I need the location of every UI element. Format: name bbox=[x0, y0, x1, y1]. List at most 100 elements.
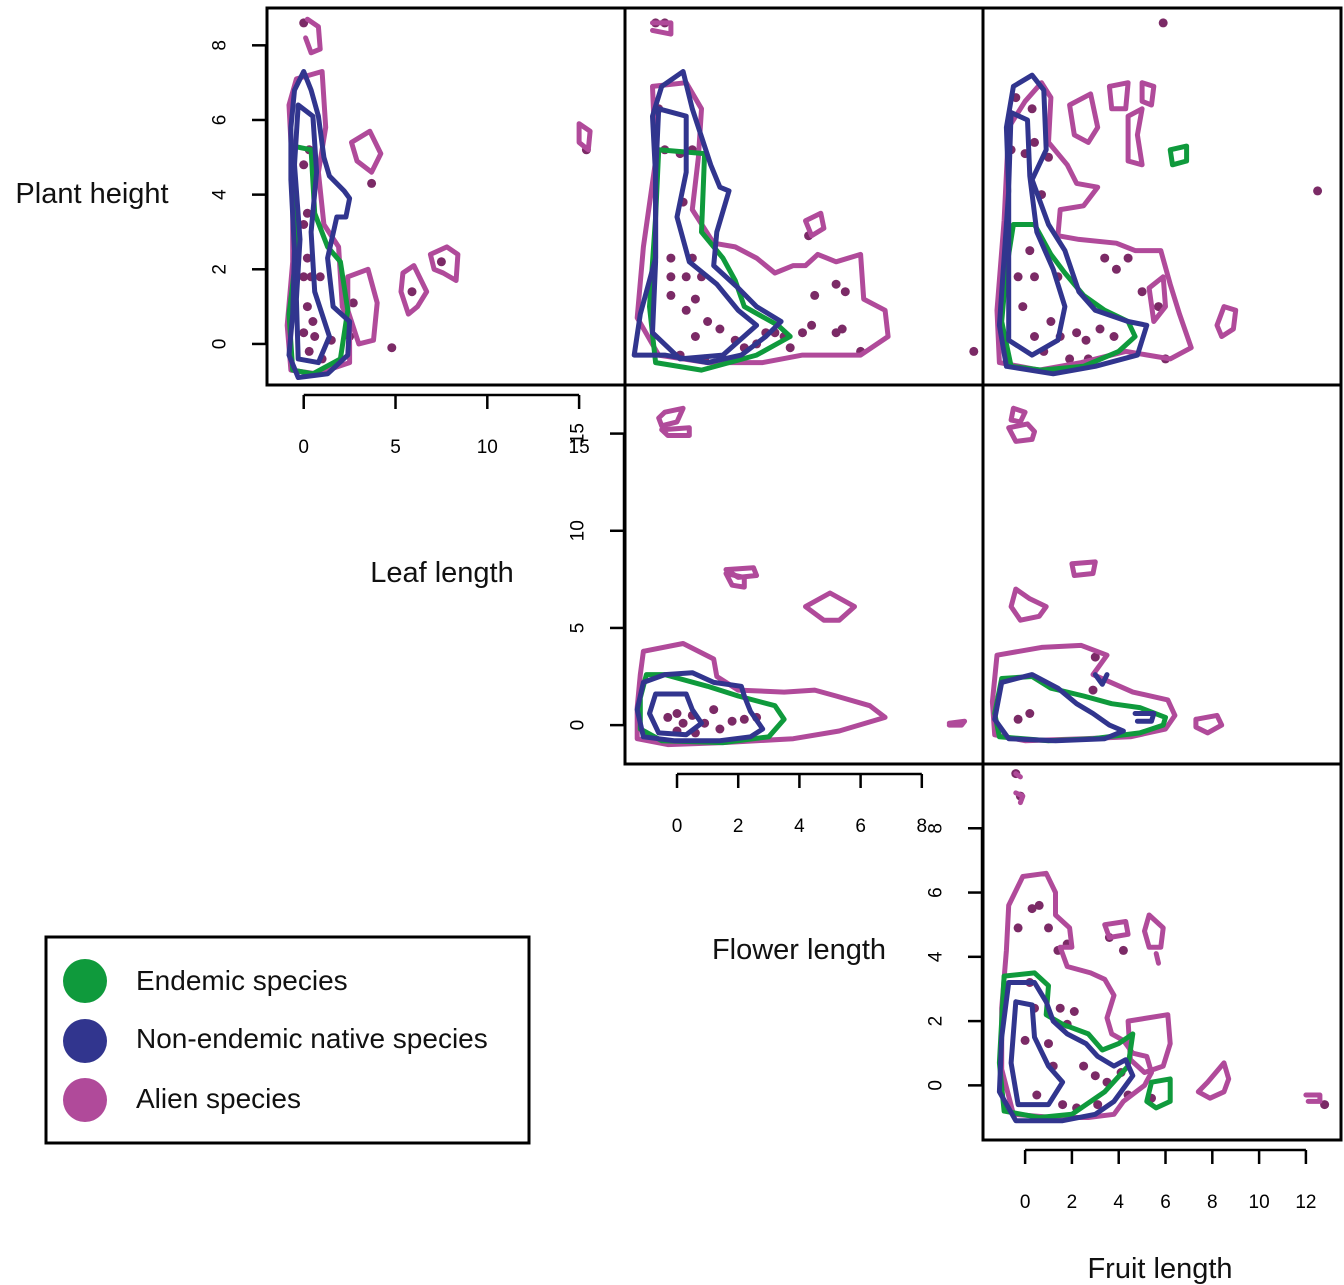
panel-plot-area bbox=[634, 405, 968, 748]
data-point bbox=[302, 302, 312, 312]
contour-native bbox=[1092, 672, 1110, 687]
panel-frame bbox=[623, 383, 985, 766]
contour-alien bbox=[1102, 919, 1131, 940]
data-point bbox=[1020, 1035, 1030, 1045]
data-point bbox=[1090, 652, 1100, 662]
contour-alien bbox=[576, 121, 593, 153]
data-point bbox=[703, 317, 713, 326]
data-point bbox=[1055, 1003, 1065, 1013]
data-point bbox=[1032, 1090, 1042, 1100]
data-point bbox=[1030, 272, 1039, 282]
data-point bbox=[1030, 137, 1039, 147]
contour-endemic bbox=[1144, 1076, 1173, 1111]
contour-endemic bbox=[1167, 143, 1190, 168]
data-point bbox=[348, 298, 358, 308]
variable-label-flower-length: Flower length bbox=[712, 934, 886, 966]
contour-alien bbox=[1008, 405, 1028, 425]
data-point bbox=[739, 714, 749, 724]
x-tick-label: 2 bbox=[1067, 1192, 1078, 1213]
x-tick-label: 8 bbox=[917, 816, 928, 837]
panel-flower-length-vs-plant-height bbox=[623, 6, 985, 387]
x-tick-label: 0 bbox=[298, 437, 309, 458]
data-point bbox=[1111, 264, 1121, 274]
panel-fruit-length-vs-flower-length bbox=[981, 762, 1343, 1142]
y-axis-flower-length: 0 2 4 6 8 bbox=[926, 823, 984, 1091]
data-point bbox=[727, 716, 737, 726]
x-tick-label: 12 bbox=[1295, 1192, 1316, 1213]
data-point bbox=[1313, 186, 1323, 196]
contour-alien bbox=[1006, 421, 1037, 444]
variable-label-plant-height: Plant height bbox=[15, 178, 168, 210]
data-point bbox=[785, 343, 795, 353]
contour-alien bbox=[1195, 1060, 1232, 1101]
contour-alien bbox=[989, 642, 1178, 744]
data-point bbox=[831, 279, 841, 289]
data-point bbox=[1027, 904, 1037, 914]
y-tick-label: 2 bbox=[926, 1016, 947, 1027]
y-tick-label: 2 bbox=[210, 264, 231, 275]
contour-alien bbox=[650, 20, 674, 37]
panel-frame bbox=[981, 383, 1343, 766]
panel-leaf-length-vs-plant-height bbox=[265, 6, 627, 387]
x-tick-label: 8 bbox=[1207, 1192, 1218, 1213]
data-point bbox=[1034, 900, 1044, 910]
legend-label-endemic: Endemic species bbox=[136, 965, 348, 996]
panel-plot-area bbox=[284, 16, 593, 380]
data-point bbox=[1025, 246, 1035, 256]
data-point bbox=[837, 324, 847, 334]
data-point bbox=[315, 272, 325, 282]
data-point bbox=[810, 290, 820, 300]
y-tick-label: 0 bbox=[210, 339, 231, 350]
contour-native bbox=[292, 102, 332, 366]
contour-alien bbox=[803, 210, 827, 239]
contour-alien bbox=[1125, 106, 1145, 168]
data-point bbox=[436, 257, 446, 267]
data-point bbox=[387, 343, 397, 353]
contour-alien bbox=[398, 263, 430, 317]
data-point bbox=[299, 272, 309, 282]
legend-label-native: Non-endemic native species bbox=[136, 1023, 488, 1054]
y-tick-label: 6 bbox=[210, 115, 231, 126]
data-point bbox=[1118, 945, 1128, 955]
data-point bbox=[1044, 1039, 1053, 1049]
contour-native bbox=[286, 69, 353, 380]
data-point bbox=[1013, 272, 1023, 282]
y-tick-label: 10 bbox=[568, 520, 589, 541]
contour-alien bbox=[946, 718, 968, 728]
x-axis-leaf-length: 0 5 10 15 bbox=[298, 393, 590, 458]
data-point bbox=[1065, 354, 1075, 364]
contour-alien bbox=[1153, 951, 1161, 966]
data-point bbox=[304, 346, 314, 356]
y-tick-label: 0 bbox=[926, 1080, 947, 1091]
contour-alien bbox=[1214, 304, 1239, 339]
y-tick-label: 0 bbox=[568, 720, 589, 731]
data-point bbox=[681, 305, 691, 315]
variable-label-leaf-length: Leaf length bbox=[370, 557, 514, 589]
panel-fruit-length-vs-leaf-length bbox=[981, 383, 1343, 766]
data-point bbox=[1093, 1100, 1103, 1110]
variable-label-fruit-length: Fruit length bbox=[1087, 1253, 1232, 1285]
data-point bbox=[969, 346, 979, 356]
contour-native bbox=[996, 72, 1150, 377]
contour-native bbox=[1006, 110, 1068, 358]
contour-alien bbox=[723, 571, 747, 590]
contour-alien bbox=[1106, 80, 1131, 112]
data-point bbox=[681, 272, 691, 282]
data-point bbox=[299, 328, 309, 338]
data-point bbox=[1158, 18, 1168, 28]
x-tick-label: 6 bbox=[1160, 1192, 1171, 1213]
y-axis-plant-height: 0 2 4 6 8 bbox=[210, 40, 268, 350]
data-point bbox=[1137, 287, 1147, 297]
panel-frame bbox=[981, 762, 1343, 1142]
data-point bbox=[367, 178, 377, 188]
contour-alien bbox=[1013, 771, 1023, 780]
y-tick-label: 15 bbox=[568, 423, 589, 444]
x-tick-label: 10 bbox=[477, 437, 498, 458]
data-point bbox=[1025, 709, 1035, 718]
legend: Endemic species Non-endemic native speci… bbox=[44, 935, 531, 1145]
contour-alien bbox=[803, 590, 857, 623]
legend-swatch-alien bbox=[63, 1078, 107, 1122]
contour-alien bbox=[1193, 712, 1225, 736]
axes-layer: 0 2 4 6 8 0 5 10 15 0 2 4 6 8 0 5 10 15 0 2 4 6 8 0 2 4 6 8 10 12 bbox=[210, 40, 1317, 1213]
contour-alien bbox=[659, 425, 692, 438]
